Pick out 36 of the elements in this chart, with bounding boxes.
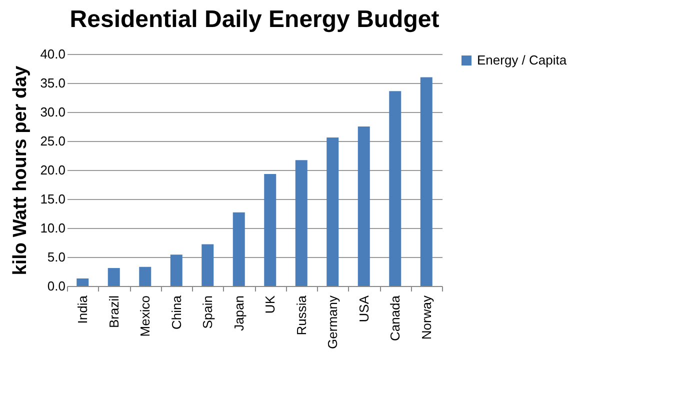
bar: [358, 126, 370, 286]
bar: [170, 254, 182, 286]
y-tick-label: 35.0: [40, 76, 66, 90]
y-tick-label: 10.0: [40, 220, 66, 236]
bar: [389, 91, 402, 286]
y-tick-label: 30.0: [40, 104, 66, 120]
y-tick-label: 15.0: [40, 192, 66, 206]
chart-title: Residential Daily Energy Budget: [70, 6, 440, 33]
bar: [232, 212, 245, 286]
x-tick-label: Mexico: [138, 296, 153, 337]
bar: [326, 138, 339, 286]
bar: [264, 174, 276, 286]
bar: [420, 77, 432, 286]
bar: [295, 160, 308, 286]
x-tick-label: Spain: [200, 296, 216, 329]
y-tick-label: 5.0: [47, 250, 66, 264]
x-tick-label: China: [168, 294, 184, 330]
y-axis-title: kilo Watt hours per day: [10, 65, 32, 276]
x-tick-label: Russia: [294, 294, 309, 336]
x-tick-label: Canada: [388, 294, 403, 342]
legend-label: Energy / Capita: [477, 52, 568, 68]
y-tick-label: 25.0: [40, 134, 66, 148]
bar: [76, 278, 89, 286]
bar: [139, 266, 152, 286]
x-tick-label: Brazil: [106, 295, 122, 328]
y-tick-label: 20.0: [40, 162, 66, 178]
bar: [202, 244, 214, 286]
y-tick-label: 0.0: [47, 278, 66, 294]
x-tick-label: India: [75, 294, 90, 324]
bar: [108, 268, 120, 286]
x-tick-label: USA: [356, 295, 372, 322]
x-tick-label: Norway: [418, 295, 434, 340]
y-tick-label: 40.0: [40, 46, 66, 62]
x-tick-label: Germany: [325, 295, 340, 349]
x-tick-label: UK: [262, 295, 278, 314]
x-tick-label: Japan: [231, 296, 246, 331]
